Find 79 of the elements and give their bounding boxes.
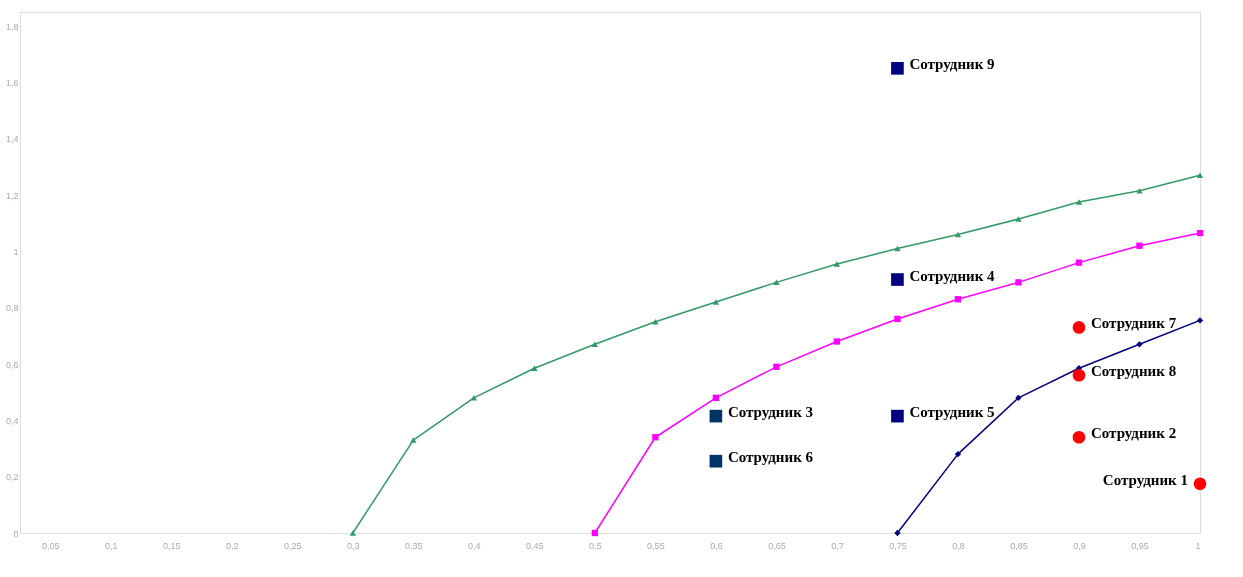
point: [1136, 188, 1143, 194]
y-tick-label: 1,6: [5, 77, 19, 88]
x-tick-label: 0,55: [647, 540, 665, 551]
y-tick-label: 0,4: [5, 415, 19, 426]
series-label: Сотрудник 6: [727, 449, 814, 466]
x-tick-label: 0,1: [105, 540, 118, 551]
point: [470, 395, 478, 401]
x-tick-label: 0,95: [1131, 540, 1149, 551]
point: [652, 319, 659, 325]
y-tick-label: 1: [13, 246, 19, 257]
point: [891, 62, 904, 75]
x-tick-label: 0,4: [468, 540, 481, 551]
x-tick-label: 0,8: [952, 540, 965, 551]
point: [954, 296, 962, 303]
x-tick-label: 0,2: [226, 540, 239, 551]
point: [1072, 368, 1086, 382]
point: [894, 315, 901, 323]
point: [1193, 477, 1207, 491]
x-tick-label: 1: [1195, 540, 1201, 551]
series-label: Сотрудник 9: [909, 56, 995, 73]
x-tick-label: 0,9: [1073, 540, 1086, 551]
point: [773, 363, 780, 371]
x-tick-label: 0,25: [284, 540, 302, 551]
y-tick-label: 0,6: [5, 359, 19, 370]
series-label: Сотрудник 2: [1090, 425, 1177, 442]
point: [709, 454, 723, 468]
y-tick-label: 1,2: [5, 190, 19, 201]
point: [833, 338, 841, 345]
x-tick-label: 0,65: [768, 540, 786, 551]
series-label: Сотрудник 3: [727, 404, 814, 421]
point: [1196, 229, 1204, 237]
point: [1196, 317, 1204, 324]
point: [1136, 341, 1143, 348]
y-tick-label: 1,8: [5, 21, 19, 32]
series-label: Сотрудник 4: [909, 267, 996, 284]
x-tick-label: 0,45: [526, 540, 544, 551]
point: [349, 530, 356, 536]
x-tick-label: 0,75: [889, 540, 907, 551]
point: [1136, 242, 1143, 249]
point: [1196, 172, 1204, 179]
point: [1015, 279, 1022, 286]
point: [1075, 199, 1083, 205]
x-tick-label: 0,15: [163, 540, 181, 551]
point: [1072, 430, 1086, 444]
series-label: Сотрудник 7: [1090, 315, 1177, 332]
x-tick-label: 0,5: [589, 540, 602, 551]
point: [410, 437, 417, 443]
point: [773, 279, 780, 286]
y-tick-label: 0,2: [5, 472, 19, 483]
point: [1015, 394, 1022, 401]
point: [712, 299, 720, 305]
point: [652, 434, 659, 441]
x-tick-label: 0,85: [1010, 540, 1028, 551]
series-label: Сотрудник 1: [1102, 471, 1188, 488]
point: [894, 245, 901, 252]
point: [891, 409, 904, 423]
point: [709, 409, 723, 423]
point: [591, 341, 599, 348]
series-label: Сотрудник 5: [909, 404, 995, 421]
y-tick-label: 1,4: [5, 134, 19, 145]
point: [954, 231, 962, 238]
point: [1015, 216, 1022, 222]
x-tick-label: 0,6: [710, 540, 723, 551]
x-tick-label: 0,05: [41, 540, 60, 551]
x-tick-label: 0,7: [831, 540, 844, 551]
x-tick-label: 0,35: [405, 540, 423, 551]
point: [954, 450, 962, 458]
point: [531, 365, 538, 371]
point: [894, 529, 901, 537]
point: [1072, 321, 1086, 334]
y-tick-label: 0,8: [5, 303, 19, 314]
series-label: Сотрудник 8: [1090, 363, 1177, 380]
y-tick-label: 0: [13, 528, 19, 539]
point: [712, 394, 720, 401]
point: [1075, 259, 1083, 266]
point: [833, 261, 841, 267]
point: [591, 529, 599, 537]
x-tick-label: 0,3: [347, 540, 360, 551]
point: [891, 273, 904, 286]
